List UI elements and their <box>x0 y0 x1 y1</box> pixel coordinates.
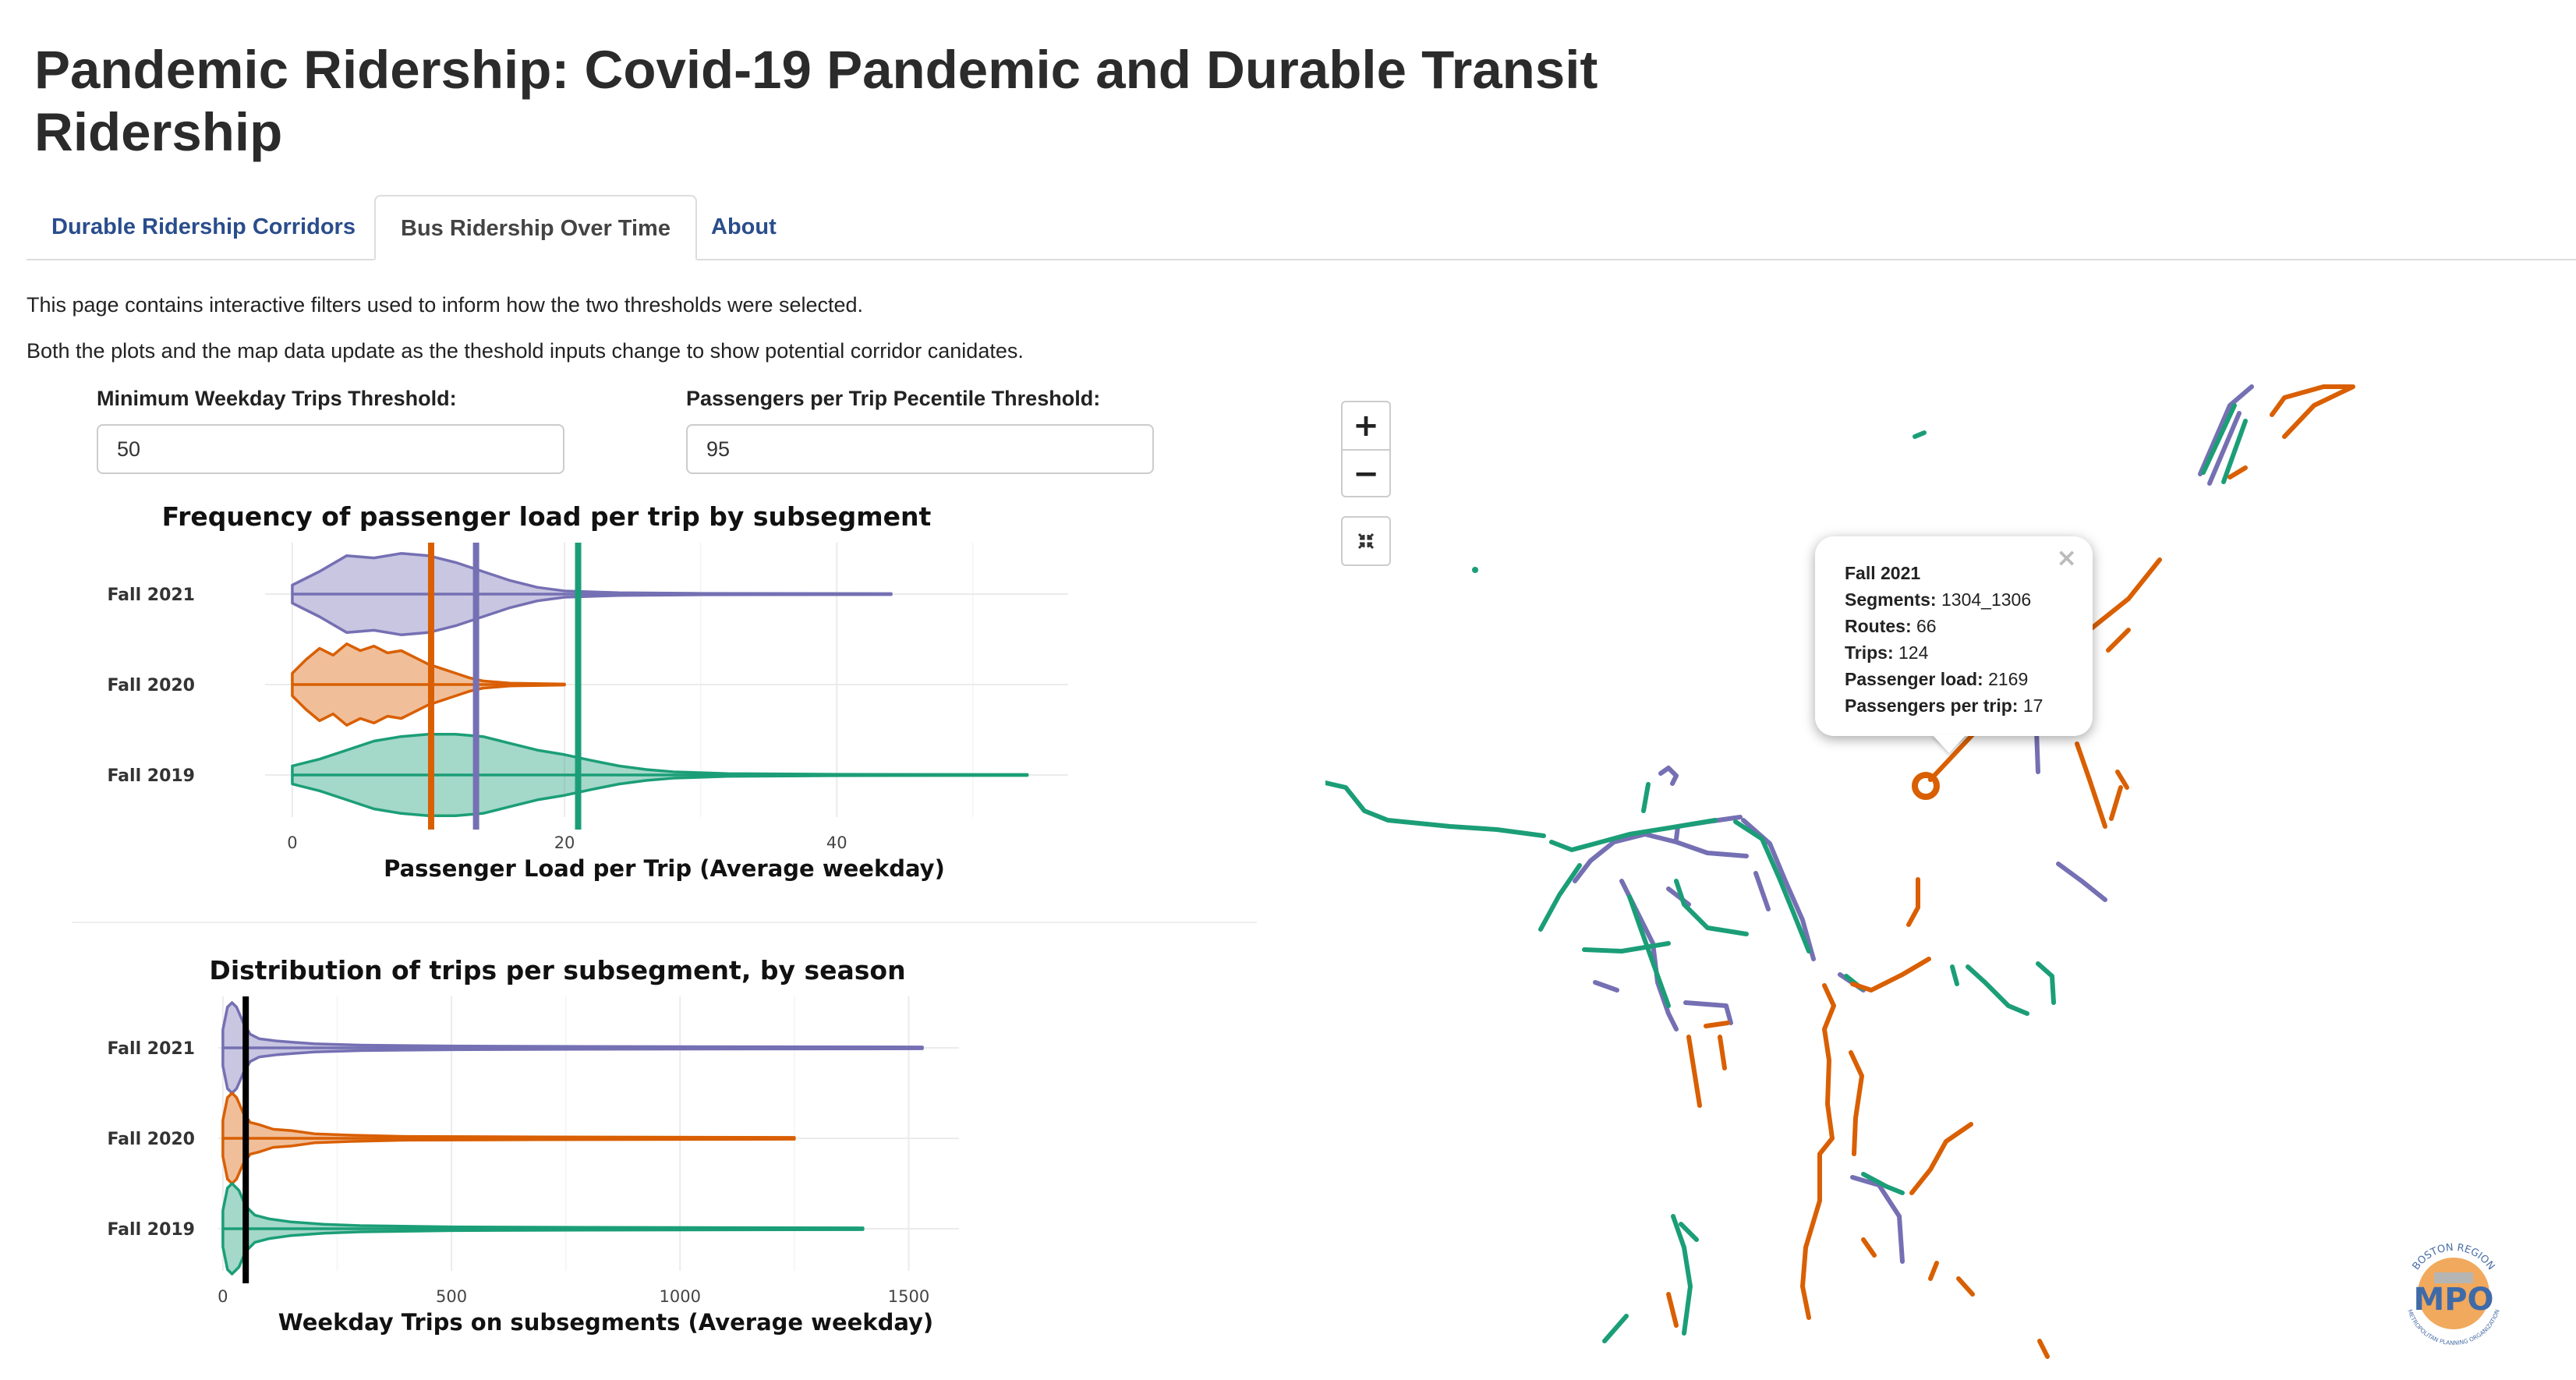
ridership-map[interactable] <box>1325 382 2576 1380</box>
x-axis-label: Passenger Load per Trip (Average weekday… <box>384 855 945 882</box>
x-tick-label: 40 <box>826 833 847 852</box>
zoom-out-button[interactable]: − <box>1353 456 1379 492</box>
chart-title: Distribution of trips per subsegment, by… <box>209 955 905 985</box>
percentile-label: Passengers per Trip Pecentile Threshold: <box>686 387 1101 410</box>
map-popup: × Fall 2021 Segments: 1304_1306 Routes: … <box>1815 536 2093 736</box>
selected-segment-marker[interactable] <box>1912 772 1940 800</box>
category-label: Fall 2020 <box>107 676 195 695</box>
min-trips-input[interactable] <box>97 424 564 474</box>
route-lines-fall-2021[interactable] <box>1573 384 2254 1264</box>
popup-season: Fall 2021 <box>1845 563 1921 583</box>
popup-row-trips: Trips: 124 <box>1845 642 1929 663</box>
tab-about[interactable]: About <box>711 214 777 239</box>
chart-title: Frequency of passenger load per trip by … <box>162 501 932 532</box>
zoom-control: + − <box>1341 401 1391 497</box>
popup-row-passenger-load: Passenger load: 2169 <box>1845 669 2029 689</box>
x-tick-label: 0 <box>218 1287 228 1306</box>
x-axis-label: Weekday Trips on subsegments (Average we… <box>278 1309 933 1336</box>
passenger-load-violin-chart: Frequency of passenger load per trip by … <box>107 501 1068 882</box>
x-tick-label: 500 <box>436 1287 467 1306</box>
svg-text:MPO: MPO <box>2413 1282 2493 1318</box>
popup-row-routes: Routes: 66 <box>1845 616 1937 636</box>
tab-bar: Durable Ridership Corridors Bus Ridershi… <box>27 195 2576 260</box>
intro-text-1: This page contains interactive filters u… <box>27 293 864 317</box>
x-tick-label: 1000 <box>660 1287 701 1306</box>
x-tick-label: 20 <box>554 833 575 852</box>
zoom-in-button[interactable]: + <box>1353 408 1379 444</box>
category-label: Fall 2021 <box>107 1039 195 1059</box>
route-lines-fall-2020[interactable] <box>1666 384 2355 1359</box>
tab-bus-ridership-over-time[interactable]: Bus Ridership Over Time <box>374 195 697 260</box>
category-label: Fall 2020 <box>107 1130 195 1149</box>
min-trips-label: Minimum Weekday Trips Threshold: <box>97 387 457 410</box>
x-tick-label: 0 <box>287 833 297 852</box>
popup-tip <box>1932 734 1966 753</box>
popup-close-button[interactable]: × <box>2056 543 2077 572</box>
percentile-input[interactable] <box>686 424 1154 474</box>
x-tick-label: 1500 <box>888 1287 929 1306</box>
popup-row-passengers-per-trip: Passengers per trip: 17 <box>1845 695 2043 716</box>
category-label: Fall 2021 <box>107 586 195 605</box>
category-label: Fall 2019 <box>107 1220 195 1240</box>
intro-text-2: Both the plots and the map data update a… <box>27 339 1024 363</box>
route-dot[interactable] <box>1472 567 1478 573</box>
trips-per-subsegment-violin-chart: Distribution of trips per subsegment, by… <box>107 955 959 1336</box>
category-label: Fall 2019 <box>107 766 195 786</box>
fullscreen-collapse-icon <box>1357 533 1375 550</box>
plot-divider <box>72 922 1257 923</box>
tab-durable-ridership-corridors[interactable]: Durable Ridership Corridors <box>51 214 356 239</box>
popup-row-segments: Segments: 1304_1306 <box>1845 589 2032 610</box>
fullscreen-button[interactable] <box>1341 516 1391 566</box>
page-title: Pandemic Ridership: Covid-19 Pandemic an… <box>34 40 1598 162</box>
mpo-logo: BOSTON REGION MPO METROPOLITAN PLANNING … <box>2406 1242 2500 1346</box>
route-lines-fall-2019[interactable] <box>1325 403 2248 1343</box>
